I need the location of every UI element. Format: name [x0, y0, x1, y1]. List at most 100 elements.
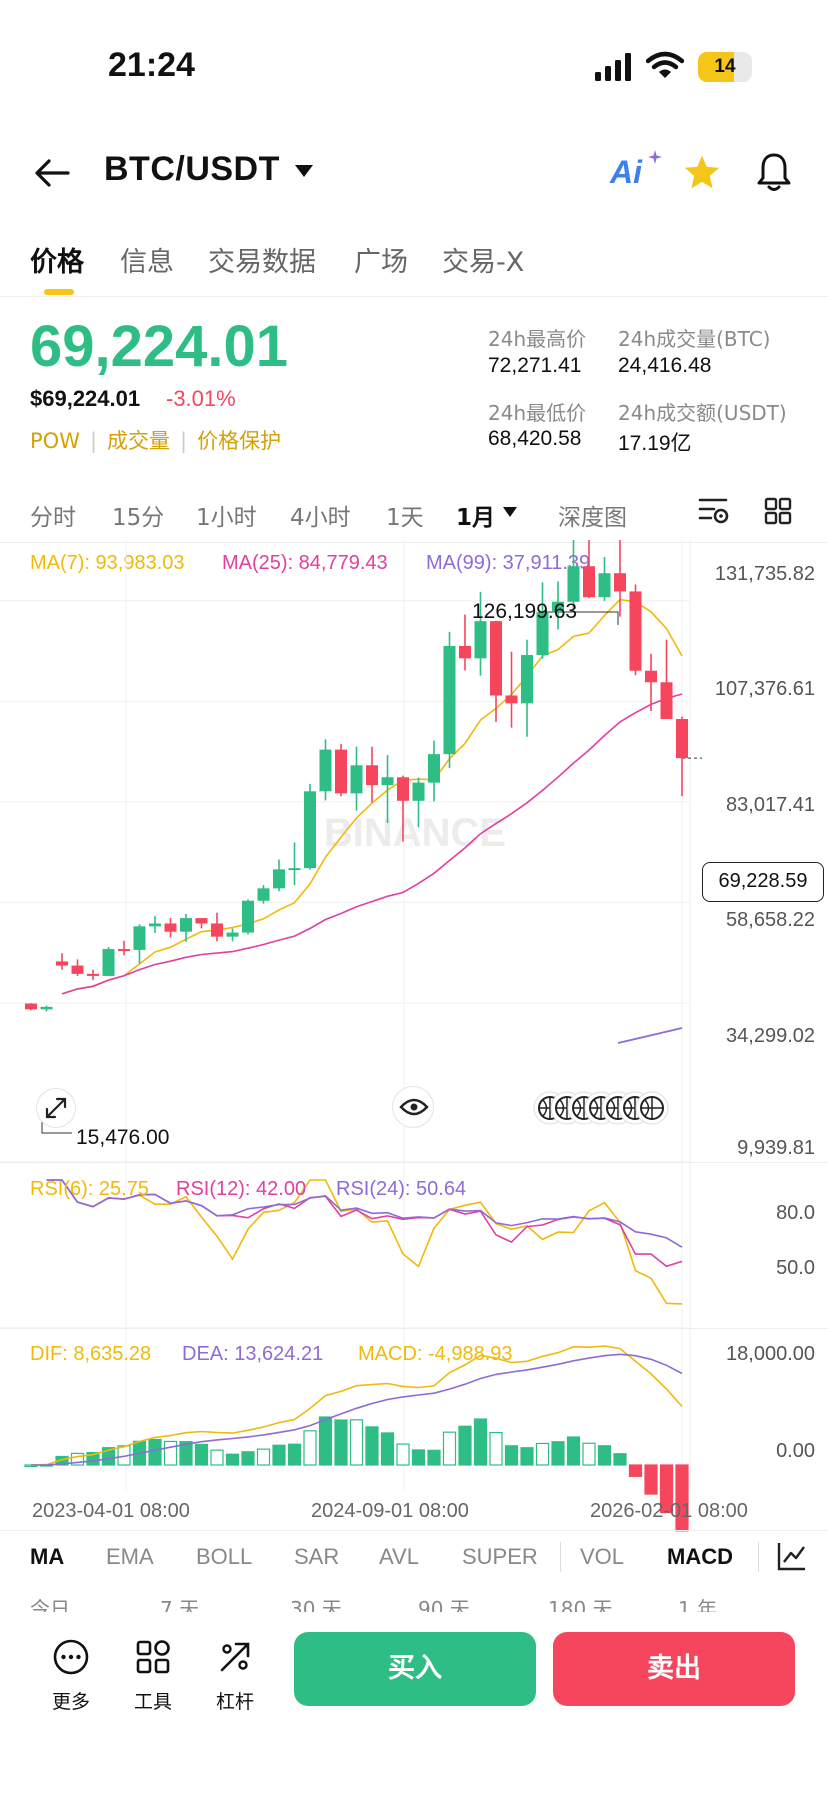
dates-divider [0, 1530, 828, 1531]
candle-body [428, 754, 440, 783]
macd-histogram-bar [70, 1452, 85, 1466]
macd-histogram-bar [504, 1445, 519, 1466]
macd-histogram-bar [644, 1464, 658, 1495]
stat-low-label: 24h最低价 [488, 401, 587, 425]
pair-dropdown-icon[interactable] [294, 164, 314, 178]
candle-body [583, 566, 595, 598]
tools-button[interactable]: 工具 [118, 1638, 188, 1714]
favorite-star-icon[interactable] [683, 154, 721, 190]
tab-square[interactable]: 广场 [354, 247, 408, 278]
candle-body [412, 782, 425, 801]
tag-price-protection[interactable]: 价格保护 [197, 429, 282, 453]
interval-1M[interactable]: 1月 [456, 505, 496, 531]
notification-bell-icon[interactable] [756, 152, 792, 192]
candle-body [552, 601, 564, 613]
cellular-signal-icon [595, 53, 631, 81]
interval-1d[interactable]: 1天 [386, 505, 424, 531]
rsi-axis-label: 80.0 [776, 1202, 815, 1224]
more-button[interactable]: 更多 [36, 1638, 106, 1714]
indicator-ma[interactable]: MA [30, 1544, 65, 1569]
candle-body [459, 645, 471, 659]
max-price-label: 126,199.63 [472, 600, 578, 623]
tab-trading-data[interactable]: 交易数据 [208, 247, 316, 278]
usd-price: $69,224.01 [30, 386, 141, 411]
interval-dropdown-icon[interactable] [502, 506, 518, 518]
candle-body [56, 961, 68, 966]
stat-turnover-usdt-label: 24h成交额(USDT) [618, 401, 787, 425]
ai-sparkle-icon [648, 150, 662, 164]
macd-histogram-bar [551, 1441, 565, 1466]
fullscreen-button[interactable] [36, 1088, 76, 1128]
leverage-icon [220, 1642, 250, 1672]
trading-pair-title[interactable]: BTC/USDT [104, 150, 280, 188]
chart-settings-icon[interactable] [698, 496, 730, 526]
indicator-boll[interactable]: BOLL [196, 1544, 253, 1569]
expand-icon [45, 1097, 67, 1119]
candle-body [614, 573, 626, 592]
macd-histogram-bar [334, 1419, 348, 1466]
current-price-marker: 69,228.59 [702, 862, 824, 902]
interval-depth[interactable]: 深度图 [558, 505, 627, 531]
candle-body [521, 655, 533, 704]
candle-body [629, 591, 642, 671]
rsi6-line [46, 1179, 683, 1305]
indicator-avl[interactable]: AVL [379, 1544, 419, 1569]
min-price-pointer [41, 1120, 72, 1134]
macd-histogram-bar [628, 1464, 643, 1477]
status-time: 21:24 [108, 46, 195, 84]
candle-body [40, 1006, 53, 1010]
ai-assistant-icon[interactable]: Ai [610, 154, 642, 190]
tab-price[interactable]: 价格 [30, 247, 84, 278]
sell-button[interactable]: 卖出 [553, 1632, 795, 1706]
macd-divider [0, 1328, 828, 1329]
event-markers[interactable] [532, 1088, 690, 1128]
indicator-macd[interactable]: MACD [667, 1544, 733, 1569]
rsi12-legend: RSI(12): 42.00 [176, 1178, 307, 1200]
date-axis-label: 2024-09-01 08:00 [311, 1500, 469, 1522]
ma99-line [617, 1027, 683, 1044]
interval-15m[interactable]: 15分 [112, 505, 165, 531]
candle-body [660, 682, 673, 720]
candle-body [350, 765, 363, 794]
indicator-settings-icon[interactable] [776, 1540, 808, 1572]
tag-volume[interactable]: 成交量 [107, 429, 171, 453]
macd-histogram-bar [272, 1444, 286, 1466]
stat-volume-btc-value: 24,416.48 [618, 354, 712, 377]
candle-body [211, 923, 223, 937]
indicator-ema[interactable]: EMA [106, 1544, 154, 1569]
date-axis-label: 2023-04-01 08:00 [32, 1500, 190, 1522]
tab-trade-x[interactable]: 交易-X [442, 247, 525, 278]
candle-body [273, 869, 285, 889]
tools-icon [136, 1640, 170, 1674]
indicator-sar[interactable]: SAR [294, 1544, 340, 1569]
coin-tags: POW | 成交量 | 价格保护 [30, 429, 282, 453]
date-axis-label: 2026-02-01 08:00 [590, 1500, 748, 1522]
macd-histogram-bar [582, 1442, 596, 1466]
macd-histogram-bar [365, 1426, 379, 1466]
buy-button[interactable]: 买入 [294, 1632, 536, 1706]
macd-histogram-bar [566, 1436, 581, 1466]
indicator-vol[interactable]: VOL [580, 1544, 625, 1569]
leverage-button[interactable]: 杠杆 [200, 1638, 270, 1714]
layout-grid-icon[interactable] [764, 497, 792, 525]
macd-legend: MACD: -4,988.93 [358, 1343, 513, 1365]
candle-body [676, 719, 688, 759]
interval-timeline[interactable]: 分时 [30, 505, 76, 531]
price-axis-label: 9,939.81 [737, 1137, 815, 1159]
last-price: 69,224.01 [30, 314, 289, 379]
toggle-visibility-button[interactable] [392, 1086, 434, 1128]
stat-low-value: 68,420.58 [488, 427, 582, 450]
interval-1h[interactable]: 1小时 [196, 505, 257, 531]
ma25-legend: MA(25): 84,779.43 [222, 552, 388, 574]
interval-4h[interactable]: 4小时 [290, 505, 351, 531]
tab-info[interactable]: 信息 [120, 247, 174, 278]
price-change-percent: -3.01% [166, 386, 236, 411]
more-label: 更多 [51, 1691, 90, 1713]
macd-histogram-bar [210, 1449, 224, 1466]
indicator-super[interactable]: SUPER [462, 1544, 538, 1569]
macd-histogram-bar [458, 1425, 472, 1466]
tag-pow[interactable]: POW [30, 429, 80, 453]
candle-body [102, 949, 115, 976]
back-arrow-icon[interactable] [34, 158, 70, 188]
macd-histogram-bar [411, 1449, 426, 1466]
